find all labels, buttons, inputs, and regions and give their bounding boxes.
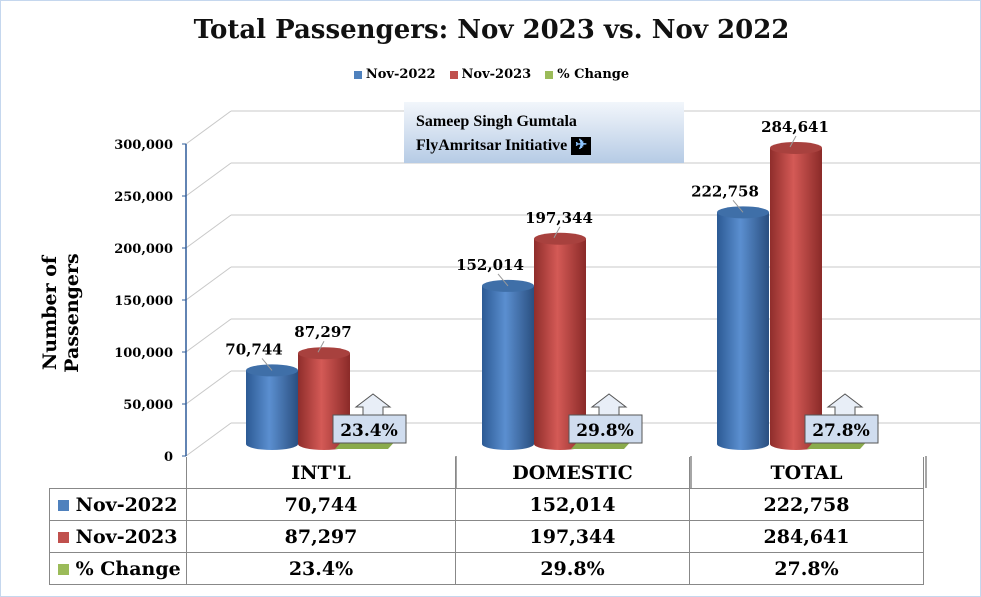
col-header: DOMESTIC bbox=[455, 457, 690, 489]
row-label: Nov-2023 bbox=[75, 525, 178, 548]
chart-title: Total Passengers: Nov 2023 vs. Nov 2022 bbox=[193, 15, 790, 45]
leader-line bbox=[317, 340, 325, 353]
cell: 197,344 bbox=[455, 520, 690, 553]
gridline-side bbox=[185, 214, 232, 249]
up-arrow-icon bbox=[826, 393, 864, 416]
data-label: 197,344 bbox=[525, 209, 593, 227]
up-arrow-icon bbox=[590, 393, 628, 416]
y-tick-label: 250,000 bbox=[114, 190, 173, 205]
leader-line bbox=[553, 226, 561, 239]
leader-line bbox=[497, 273, 509, 287]
watermark-line2: FlyAmritsar Initiative bbox=[416, 137, 568, 154]
change-callout bbox=[332, 414, 407, 444]
cell: 27.8% bbox=[689, 552, 924, 585]
table-row: Nov-2023 87,297 197,344 284,641 bbox=[49, 520, 924, 553]
watermark-line1: Sameep Singh Gumtala bbox=[416, 113, 577, 130]
airplane-icon: ✈ bbox=[571, 137, 592, 156]
legend-item-nov-2023: Nov-2023 bbox=[449, 67, 532, 82]
legend-label: Nov-2022 bbox=[365, 67, 436, 82]
col-header: TOTAL bbox=[689, 457, 924, 489]
y-tick-label: 100,000 bbox=[114, 346, 173, 361]
y-tick-label: 150,000 bbox=[114, 294, 173, 309]
table-row: Nov-2022 70,744 152,014 222,758 bbox=[49, 488, 924, 521]
row-label: Nov-2022 bbox=[75, 493, 178, 516]
cell: 87,297 bbox=[186, 520, 456, 553]
legend-label: Nov-2023 bbox=[461, 67, 532, 82]
col-header: INT'L bbox=[186, 457, 456, 489]
bar-nov-2022 bbox=[717, 212, 769, 450]
cell: 70,744 bbox=[186, 488, 456, 521]
data-label: 87,297 bbox=[294, 323, 351, 341]
legend: Nov-2022 Nov-2023 % Change bbox=[1, 67, 980, 82]
cell: 23.4% bbox=[186, 552, 456, 585]
gridline-side bbox=[185, 162, 232, 197]
bar-cap bbox=[534, 232, 586, 245]
gridline-side bbox=[185, 370, 232, 405]
bar-cap bbox=[298, 347, 350, 360]
data-label: 222,758 bbox=[691, 182, 759, 200]
legend-item-nov-2022: Nov-2022 bbox=[353, 67, 436, 82]
y-tick-label: 0 bbox=[164, 450, 173, 465]
data-table: INT'L DOMESTIC TOTAL Nov-2022 70,744 152,… bbox=[49, 457, 924, 585]
y-tick-label: 50,000 bbox=[123, 398, 173, 413]
legend-swatch bbox=[545, 70, 554, 79]
gridline-side bbox=[185, 110, 232, 145]
change-callout bbox=[568, 414, 643, 444]
data-label: 70,744 bbox=[225, 340, 282, 358]
leader-line bbox=[261, 358, 273, 371]
cell: 152,014 bbox=[455, 488, 690, 521]
legend-swatch bbox=[449, 70, 458, 79]
bar-nov-2022 bbox=[246, 370, 298, 450]
data-label: 152,014 bbox=[456, 256, 524, 274]
cell: 284,641 bbox=[689, 520, 924, 553]
change-label: 29.8% bbox=[576, 421, 634, 441]
gridline-side bbox=[185, 266, 232, 301]
leader-line bbox=[789, 135, 797, 148]
bar-nov-2022 bbox=[482, 285, 534, 450]
watermark: Sameep Singh Gumtala FlyAmritsar Initiat… bbox=[404, 102, 684, 163]
y-tick-label: 200,000 bbox=[114, 242, 173, 257]
bar-nov-2023 bbox=[534, 238, 586, 450]
bar-cap bbox=[770, 141, 822, 154]
up-arrow-icon bbox=[354, 393, 392, 416]
cell: 222,758 bbox=[689, 488, 924, 521]
y-tick-label: 300,000 bbox=[114, 138, 173, 153]
legend-swatch bbox=[353, 70, 362, 79]
change-label: 23.4% bbox=[340, 421, 398, 441]
legend-item-change: % Change bbox=[545, 67, 629, 82]
bar-nov-2023 bbox=[770, 147, 822, 450]
row-label: % Change bbox=[75, 557, 181, 580]
data-label: 284,641 bbox=[761, 118, 829, 136]
change-label: 27.8% bbox=[812, 421, 870, 441]
leader-line bbox=[732, 200, 744, 213]
gridline-side bbox=[185, 422, 232, 457]
change-callout bbox=[804, 414, 879, 444]
gridline-side bbox=[185, 318, 232, 353]
legend-label: % Change bbox=[557, 67, 630, 82]
table-row: % Change 23.4% 29.8% 27.8% bbox=[49, 552, 924, 585]
cell: 29.8% bbox=[455, 552, 690, 585]
